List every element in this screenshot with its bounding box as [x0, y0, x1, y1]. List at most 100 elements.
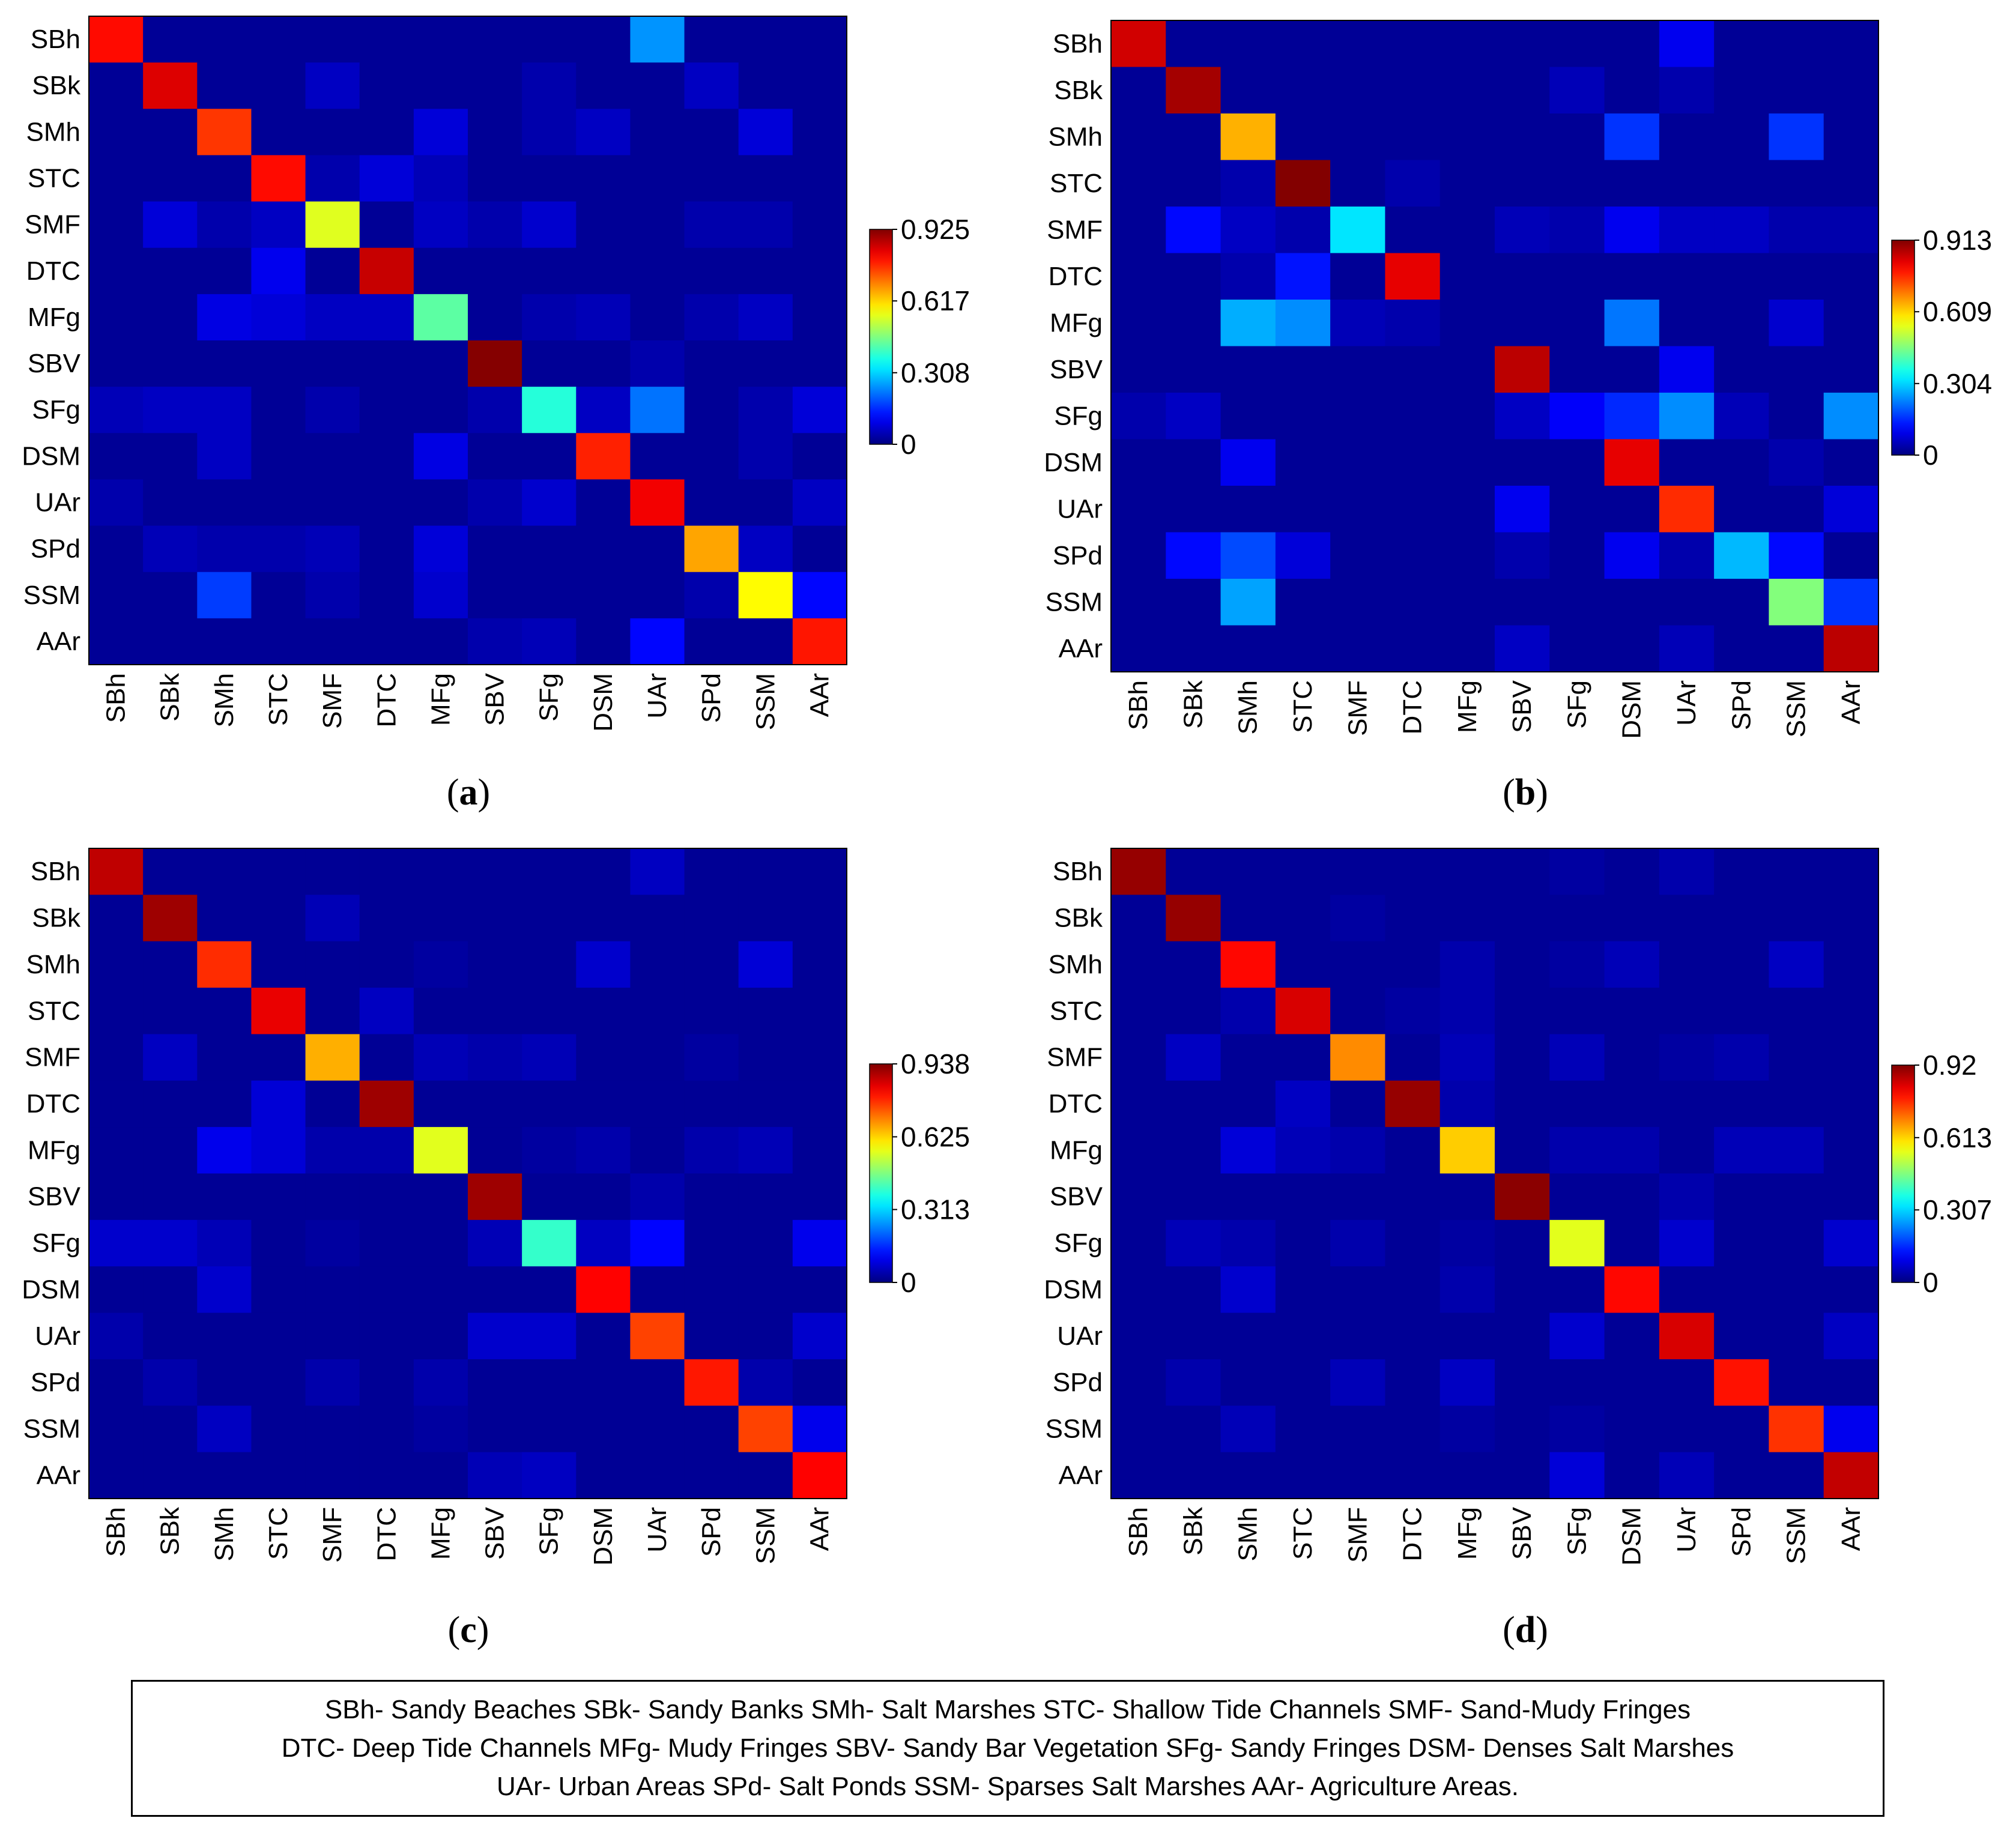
cell-SBV-SBh: [89, 1173, 144, 1221]
cell-AAr-SBk: [1166, 1452, 1221, 1499]
cell-DSM-SPd: [684, 1266, 739, 1314]
cell-SPd-AAr: [1823, 1359, 1879, 1406]
cell-SBk-SBk: [143, 62, 198, 109]
y-tick-label: SMh: [1049, 122, 1103, 151]
cell-DTC-SPd: [684, 247, 739, 295]
cell-SPd-SSM: [738, 1359, 793, 1406]
cell-MFg-UAr: [630, 1127, 685, 1174]
cell-UAr-SFg: [522, 1312, 577, 1360]
cell-DSM-UAr: [1659, 439, 1715, 486]
cell-MFg-SBh: [89, 1127, 144, 1174]
x-tick-label: SFg: [1562, 680, 1591, 729]
x-tick-label: STC: [1288, 1507, 1318, 1560]
cell-SFg-SBV: [1495, 1219, 1550, 1267]
cell-SMF-MFg: [1439, 1034, 1495, 1081]
colorbar-tick-label: 0.913: [1923, 225, 1992, 256]
cell-SMF-DTC: [1385, 1034, 1441, 1081]
cell-SBh-SMF: [305, 16, 360, 63]
cell-SBk-SMh: [1220, 67, 1276, 114]
cell-STC-SFg: [1549, 988, 1605, 1035]
y-tick-label: SPd: [1053, 1368, 1103, 1397]
cell-SMF-STC: [1275, 1034, 1331, 1081]
cell-SSM-STC: [251, 1406, 306, 1453]
cell-SFg-SMF: [1330, 393, 1386, 440]
cell-SSM-SBV: [468, 1406, 522, 1453]
cell-AAr-UAr: [630, 618, 685, 665]
cell-SMF-SFg: [1549, 207, 1605, 254]
cell-SBV-SFg: [1549, 346, 1605, 393]
cell-SBk-SBk: [1166, 895, 1221, 942]
cell-AAr-AAr: [1823, 625, 1879, 672]
cell-DSM-DTC: [1385, 439, 1441, 486]
cell-STC-SBk: [143, 155, 198, 202]
cell-UAr-SSM: [738, 1312, 793, 1360]
abbreviation-legend: SBh- Sandy Beaches SBk- Sandy Banks SMh-…: [131, 1680, 1884, 1817]
cell-STC-STC: [251, 988, 306, 1035]
cell-SBV-MFg: [413, 1173, 468, 1221]
cell-SMF-SSM: [1769, 1034, 1824, 1081]
cell-DTC-DTC: [359, 247, 414, 295]
cell-DTC-DSM: [1604, 1080, 1660, 1128]
cell-AAr-SFg: [522, 618, 577, 665]
cell-SMh-DTC: [1385, 113, 1441, 161]
cell-SFg-DSM: [1604, 393, 1660, 440]
cell-SFg-UAr: [630, 387, 685, 433]
cell-SPd-SMh: [197, 1359, 252, 1406]
cell-DSM-SFg: [522, 433, 577, 480]
cell-UAr-SPd: [1714, 486, 1770, 533]
cell-SFg-SSM: [738, 387, 793, 433]
cell-SMh-SPd: [1714, 113, 1770, 161]
cell-SFg-SMh: [1220, 1219, 1276, 1267]
cell-STC-SMF: [1330, 160, 1386, 207]
cell-DTC-UAr: [1659, 1080, 1715, 1128]
cell-DTC-SBV: [468, 1080, 522, 1128]
cell-SBh-DSM: [576, 848, 631, 895]
cell-DSM-SBV: [1495, 439, 1550, 486]
x-tick-label: SBk: [1178, 1506, 1208, 1556]
cell-DSM-SBh: [89, 433, 144, 480]
cell-DTC-SBk: [143, 247, 198, 295]
cell-SMF-DTC: [359, 1034, 414, 1081]
cell-SMF-SBk: [1166, 1034, 1221, 1081]
cell-SFg-SSM: [738, 1219, 793, 1267]
cell-DSM-SBh: [1111, 1266, 1166, 1314]
cell-DTC-UAr: [630, 247, 685, 295]
cell-SBV-AAr: [792, 1173, 847, 1221]
cell-UAr-DTC: [1385, 1312, 1441, 1360]
cell-UAr-STC: [251, 1312, 306, 1360]
cell-MFg-MFg: [413, 294, 468, 341]
cell-SPd-SBV: [1495, 1359, 1550, 1406]
cell-SBV-SFg: [522, 340, 577, 387]
cell-AAr-STC: [251, 1452, 306, 1499]
plot-frame: [88, 848, 847, 1499]
cell-AAr-STC: [1275, 1452, 1331, 1499]
cell-SBV-SSM: [738, 1173, 793, 1221]
cell-STC-SBV: [1495, 988, 1550, 1035]
colorbar-tick-label: 0.617: [901, 285, 970, 316]
cell-SBV-SBV: [468, 1173, 522, 1221]
cell-SFg-AAr: [792, 1219, 847, 1267]
cell-SMF-UAr: [630, 1034, 685, 1081]
cell-SMF-AAr: [792, 1034, 847, 1081]
cell-SBh-UAr: [630, 848, 685, 895]
cell-SSM-AAr: [792, 572, 847, 619]
cell-AAr-SPd: [1714, 625, 1770, 672]
y-tick-label: SPd: [1053, 541, 1103, 570]
cell-SMF-SPd: [1714, 1034, 1770, 1081]
cell-SBh-SMh: [197, 848, 252, 895]
cell-SBk-STC: [1275, 67, 1331, 114]
cell-MFg-SMh: [1220, 1127, 1276, 1174]
cell-MFg-SBV: [468, 294, 522, 341]
cell-SBh-SFg: [1549, 848, 1605, 895]
x-tick-label: MFg: [1453, 680, 1482, 733]
cell-DTC-SBk: [143, 1080, 198, 1128]
cell-UAr-STC: [251, 479, 306, 527]
cell-SBh-MFg: [413, 848, 468, 895]
cell-SMh-SMF: [305, 941, 360, 988]
cell-SBh-UAr: [630, 16, 685, 63]
colorbar-tick-label: 0.313: [901, 1194, 970, 1225]
x-tick-label: SPd: [697, 673, 726, 723]
y-tick-label: SFg: [32, 395, 80, 424]
cell-SPd-UAr: [1659, 1359, 1715, 1406]
cell-SFg-SBk: [143, 1219, 198, 1267]
